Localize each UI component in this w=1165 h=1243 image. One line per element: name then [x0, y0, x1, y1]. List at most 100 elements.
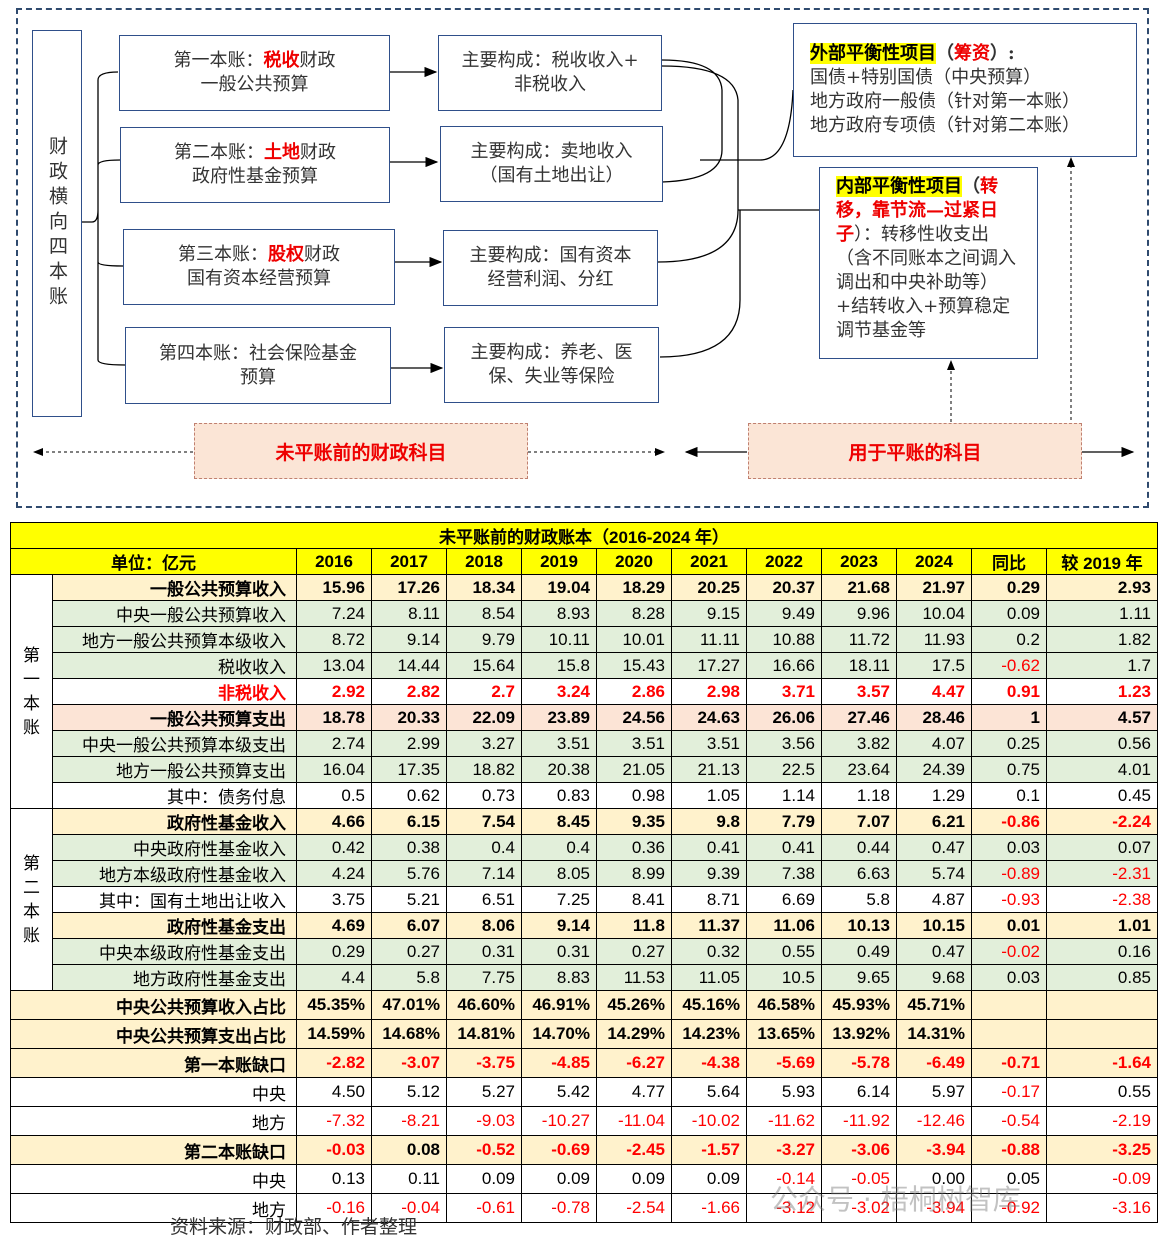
table-cell: 0.41: [671, 834, 747, 861]
table-cell: -6.49: [896, 1048, 972, 1078]
table-cell: 4.66: [296, 808, 372, 835]
column-header: 2019: [521, 548, 597, 575]
table-cell: 1.29: [896, 782, 972, 809]
account-group-label: 第二本账: [10, 808, 53, 991]
table-cell: 7.79: [746, 808, 822, 835]
row-label: 地方本级政府性基金收入: [52, 860, 297, 887]
table-cell: 15.43: [596, 652, 672, 679]
unit-label: 单位：亿元: [10, 548, 297, 575]
table-cell: 0.55: [746, 938, 822, 965]
table-cell: 3.56: [746, 730, 822, 757]
table-cell: 46.58%: [746, 990, 822, 1020]
table-row: 第一本账缺口 -2.82 -3.07 -3.75 -4.85 -6.27 -4.38 -5.6…: [10, 1048, 1158, 1078]
table-cell: -2.19: [1046, 1106, 1158, 1136]
table-cell: 0.09: [971, 600, 1047, 627]
table-cell: 45.35%: [296, 990, 372, 1020]
table-cell: 11.05: [671, 964, 747, 991]
table-cell: -3.12: [746, 1193, 822, 1223]
table-cell: 0.29: [971, 574, 1047, 601]
table-row: 中央本级政府性基金支出 0.29 0.27 0.31 0.31 0.27 0.32 0.55 0…: [11, 938, 1158, 965]
table-row: 中央公共预算收入占比 45.35% 47.01% 46.60% 46.91% 45.26%…: [10, 990, 1158, 1020]
table-cell: 0.47: [896, 938, 972, 965]
table-cell: 0.13: [296, 1164, 372, 1194]
table-cell: 22.5: [746, 756, 822, 783]
table-cell: 1.23: [1046, 678, 1158, 705]
table-cell: 0.11: [371, 1164, 447, 1194]
table-cell: 0.47: [896, 834, 972, 861]
column-header: 较 2019 年: [1046, 548, 1158, 575]
table-cell: 9.8: [671, 808, 747, 835]
row-label: 中央一般公共预算本级支出: [52, 730, 297, 757]
table-cell: 5.74: [896, 860, 972, 887]
table-cell: [971, 990, 1047, 1020]
table-cell: 14.68%: [371, 1019, 447, 1049]
table-cell: 0.38: [371, 834, 447, 861]
table-cell: 0.55: [1046, 1077, 1158, 1107]
table-cell: -2.45: [596, 1135, 672, 1165]
table-cell: 0.25: [971, 730, 1047, 757]
table-cell: 18.82: [446, 756, 522, 783]
table-cell: -4.38: [671, 1048, 747, 1078]
table-cell: 23.89: [521, 704, 597, 731]
table-cell: 5.64: [671, 1077, 747, 1107]
table-cell: 6.69: [746, 886, 822, 913]
table-cell: 0.31: [446, 938, 522, 965]
row-label: 其中：国有土地出让收入: [52, 886, 297, 913]
table-cell: -2.54: [596, 1193, 672, 1223]
table-cell: 0.09: [671, 1164, 747, 1194]
table-cell: 3.51: [671, 730, 747, 757]
table-cell: -2.24: [1046, 808, 1158, 835]
table-cell: 2.98: [671, 678, 747, 705]
column-header: 2018: [446, 548, 522, 575]
row-label: 中央政府性基金收入: [52, 834, 297, 861]
row-label: 中央本级政府性基金支出: [52, 938, 297, 965]
row-label: 非税收入: [52, 678, 297, 705]
row-label: 税收收入: [52, 652, 297, 679]
table-cell: -0.71: [971, 1048, 1047, 1078]
row-label: 政府性基金支出: [52, 912, 297, 939]
table-cell: 4.77: [596, 1077, 672, 1107]
table-row: 地方本级政府性基金收入 4.24 5.76 7.14 8.05 8.99 9.39 7.38 6…: [11, 860, 1158, 887]
table-cell: 45.71%: [896, 990, 972, 1020]
table-cell: 2.7: [446, 678, 522, 705]
table-row: 中央一般公共预算本级支出 2.74 2.99 3.27 3.51 3.51 3.51 3.56…: [11, 730, 1158, 757]
table-cell: 5.8: [371, 964, 447, 991]
component-box-2: 主要构成：卖地收入 （国有土地出让）: [440, 126, 663, 202]
table-cell: [1046, 990, 1158, 1020]
watermark: 公众号 · 梧桐树智库: [770, 1183, 1021, 1216]
table-cell: [971, 1019, 1047, 1049]
table-cell: 9.49: [746, 600, 822, 627]
table-row: 其中：国有土地出让收入 3.75 5.21 6.51 7.25 8.41 8.71 6.69 5…: [11, 886, 1158, 913]
table-cell: 2.93: [1046, 574, 1158, 601]
table-title: 未平账前的财政账本（2016-2024 年）: [10, 522, 1158, 549]
table-cell: 7.75: [446, 964, 522, 991]
table-cell: 9.39: [671, 860, 747, 887]
table-cell: 7.07: [821, 808, 897, 835]
table-cell: 11.53: [596, 964, 672, 991]
table-cell: 4.50: [296, 1077, 372, 1107]
table-cell: 11.8: [596, 912, 672, 939]
table-cell: -0.04: [371, 1193, 447, 1223]
table-cell: -3.16: [1046, 1193, 1158, 1223]
table-cell: 14.31%: [896, 1019, 972, 1049]
table-cell: 0.44: [821, 834, 897, 861]
row-label: 中央一般公共预算收入: [52, 600, 297, 627]
column-header: 2024: [896, 548, 972, 575]
column-header: 2021: [671, 548, 747, 575]
internal-balance-box: 内部平衡性项目（转移，靠节流—过紧日子）：转移性收支出（含不同账本之间调入调出和…: [819, 167, 1038, 359]
table-cell: -11.62: [746, 1106, 822, 1136]
table-cell: 5.76: [371, 860, 447, 887]
table-cell: 6.15: [371, 808, 447, 835]
row-label: 第一本账缺口: [10, 1048, 297, 1078]
table-cell: 0.41: [746, 834, 822, 861]
right-bracket-top: [661, 59, 794, 183]
table-cell: 20.38: [521, 756, 597, 783]
table-row: 第一本账 一般公共预算收入 15.96 17.26 18.34 19.04 18.29 20.…: [10, 574, 1158, 809]
table-cell: -10.02: [671, 1106, 747, 1136]
table-cell: 20.25: [671, 574, 747, 601]
table-cell: 0.2: [971, 626, 1047, 653]
pre-balance-items-label: 未平账前的财政科目: [194, 423, 528, 479]
table-row: 税收收入 13.04 14.44 15.64 15.8 15.43 17.27 16.66 18…: [11, 652, 1158, 679]
table-cell: 27.46: [821, 704, 897, 731]
table-cell: 9.68: [896, 964, 972, 991]
